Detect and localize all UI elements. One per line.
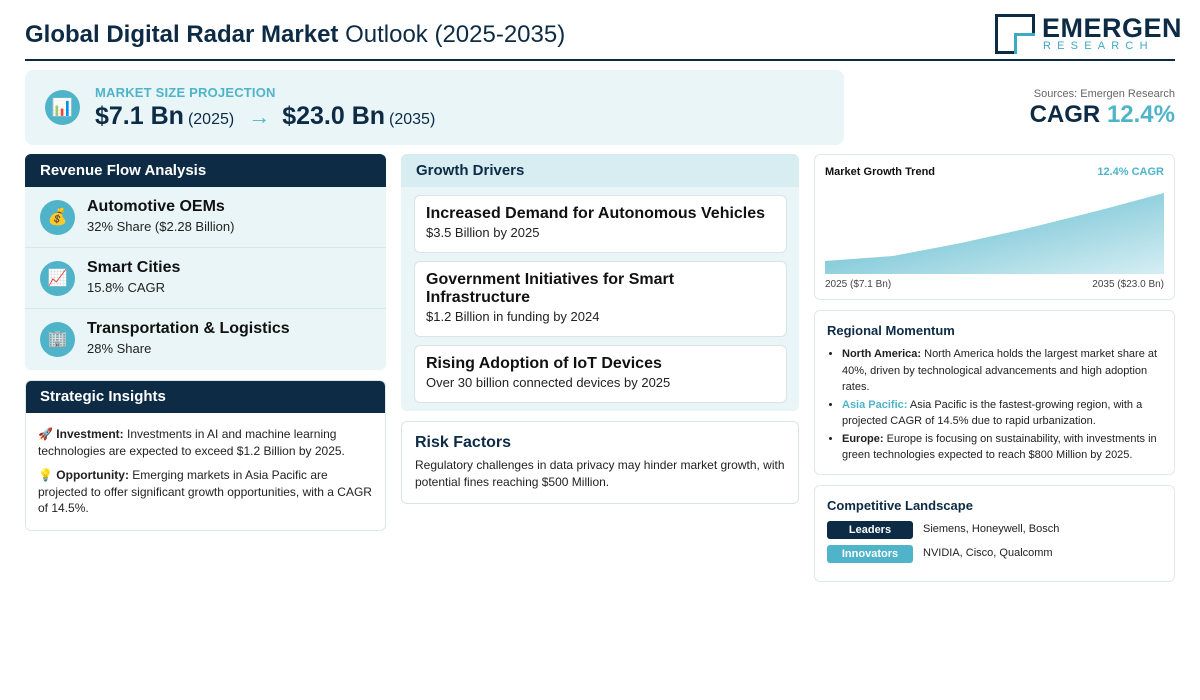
driver-smart-infrastructure: Government Initiatives for Smart Infrast…: [414, 261, 787, 337]
risk-factors-text: Regulatory challenges in data privacy ma…: [415, 458, 785, 489]
market-size-projection: 📊 MARKET SIZE PROJECTION $7.1 Bn (2025) → $…: [25, 70, 844, 145]
emergen-logo: EMERGEN RESEARCH: [995, 13, 1182, 56]
driver-detail: $1.2 Billion in funding by 2024: [426, 309, 600, 324]
region-text: Europe is focusing on sustainability, wi…: [842, 432, 1157, 462]
trend-chart-icon: 📈: [40, 261, 75, 296]
competitive-landscape-title: Competitive Landscape: [827, 498, 973, 513]
trend-start-label: 2025 ($7.1 Bn): [825, 279, 892, 290]
risk-factors-card: Risk Factors Regulatory challenges in da…: [401, 421, 799, 504]
revenue-item-automotive: 💰 Automotive OEMs 32% Share ($2.28 Billi…: [25, 187, 386, 248]
competitor-row-leaders: Leaders Siemens, Honeywell, Bosch: [827, 521, 1162, 539]
logo-wordmark: EMERGEN: [1042, 13, 1183, 43]
page-title-bold: Global Digital Radar Market: [25, 21, 339, 48]
region-asia-pacific: Asia Pacific: Asia Pacific is the fastes…: [842, 397, 1162, 430]
revenue-item-title: Transportation & Logistics: [87, 320, 290, 337]
logo-mark-icon: [995, 14, 1035, 54]
revenue-item-detail: 32% Share ($2.28 Billion): [87, 219, 235, 234]
right-arrow-icon: →: [248, 104, 271, 129]
revenue-item-smart-cities: 📈 Smart Cities 15.8% CAGR: [25, 248, 386, 309]
revenue-flow-card: Revenue Flow Analysis 💰 Automotive OEMs …: [25, 154, 386, 370]
rocket-icon: 🚀: [38, 427, 53, 441]
market-growth-trend-card: Market Growth Trend 12.4% CAGR 2025 ($7.…: [814, 154, 1175, 300]
competitor-names: NVIDIA, Cisco, Qualcomm: [923, 547, 1053, 559]
cagr-headline: CAGR 12.4%: [1030, 101, 1175, 129]
lightbulb-icon: 💡: [38, 468, 53, 482]
revenue-item-title: Automotive OEMs: [87, 198, 225, 215]
office-building-icon: 🏢: [40, 322, 75, 357]
region-name: North America:: [842, 348, 922, 360]
driver-detail: $3.5 Billion by 2025: [426, 225, 540, 240]
growth-drivers-title: Growth Drivers: [401, 154, 799, 187]
strategic-insights-card: Strategic Insights 🚀 Investment: Investm…: [25, 380, 386, 531]
cagr-summary: Sources: Emergen Research CAGR 12.4%: [1030, 88, 1175, 129]
driver-iot-devices: Rising Adoption of IoT Devices Over 30 b…: [414, 345, 787, 403]
driver-title: Government Initiatives for Smart Infrast…: [426, 271, 675, 306]
growth-drivers-card: Growth Drivers Increased Demand for Auto…: [401, 154, 799, 411]
logo-subtitle: RESEARCH: [1043, 40, 1154, 52]
source-note: Sources: Emergen Research: [1033, 88, 1175, 100]
projection-end-year: (2035): [389, 111, 436, 128]
trend-end-label: 2035 ($23.0 Bn): [1092, 279, 1164, 290]
growth-area: [825, 193, 1164, 274]
risk-factors-title: Risk Factors: [415, 434, 512, 451]
insight-text: Investments in AI and machine learning t…: [38, 427, 345, 458]
growth-area-chart: [825, 193, 1164, 274]
innovators-badge: Innovators: [827, 545, 913, 563]
region-europe: Europe: Europe is focusing on sustainabi…: [842, 431, 1162, 464]
regional-momentum-card: Regional Momentum North America: North A…: [814, 310, 1175, 475]
region-name: Asia Pacific:: [842, 398, 908, 411]
revenue-item-detail: 15.8% CAGR: [87, 280, 166, 295]
projection-label: MARKET SIZE PROJECTION: [95, 85, 276, 100]
insight-opportunity: 💡 Opportunity: Emerging markets in Asia …: [38, 467, 373, 517]
insight-investment: 🚀 Investment: Investments in AI and mach…: [38, 426, 373, 459]
strategic-insights-title: Strategic Insights: [26, 381, 385, 413]
insight-text: Emerging markets in Asia Pacific are pro…: [38, 468, 372, 515]
driver-autonomous-vehicles: Increased Demand for Autonomous Vehicles…: [414, 195, 787, 253]
cagr-label: CAGR: [1029, 101, 1101, 128]
strategic-insights-body: 🚀 Investment: Investments in AI and mach…: [26, 413, 385, 517]
revenue-item-transportation: 🏢 Transportation & Logistics 28% Share: [25, 309, 386, 370]
region-text: North America holds the largest market s…: [842, 348, 1158, 393]
regional-momentum-title: Regional Momentum: [827, 323, 955, 338]
page-title: Global Digital Radar Market Outlook (202…: [25, 21, 565, 49]
trend-cagr-label: 12.4% CAGR: [1097, 166, 1164, 178]
projection-start-year: (2025): [187, 111, 235, 128]
revenue-flow-title: Revenue Flow Analysis: [25, 154, 386, 187]
driver-detail: Over 30 billion connected devices by 202…: [426, 375, 671, 390]
region-name: Europe:: [842, 432, 884, 445]
trend-title: Market Growth Trend: [825, 166, 936, 178]
insight-label: Investment:: [56, 427, 124, 441]
page-header: Global Digital Radar Market Outlook (202…: [25, 12, 1182, 61]
competitor-row-innovators: Innovators NVIDIA, Cisco, Qualcomm: [827, 545, 1162, 563]
driver-title: Increased Demand for Autonomous Vehicles: [426, 205, 766, 222]
region-text: Asia Pacific is the fastest-growing regi…: [842, 398, 1143, 428]
revenue-item-detail: 28% Share: [87, 341, 152, 356]
page-title-light: Outlook (2025-2035): [345, 21, 566, 48]
driver-title: Rising Adoption of IoT Devices: [426, 355, 662, 372]
money-bag-icon: 💰: [40, 200, 75, 235]
projection-values: $7.1 Bn (2025) → $23.0 Bn (2035): [95, 102, 435, 131]
competitor-names: Siemens, Honeywell, Bosch: [923, 523, 1060, 535]
projection-end-value: $23.0 Bn: [282, 102, 386, 130]
cagr-value: 12.4%: [1106, 101, 1175, 128]
bar-chart-icon: 📊: [45, 90, 80, 125]
insight-label: Opportunity:: [56, 468, 129, 482]
revenue-item-title: Smart Cities: [87, 259, 181, 276]
regional-list: North America: North America holds the l…: [827, 346, 1162, 464]
leaders-badge: Leaders: [827, 521, 913, 539]
projection-start-value: $7.1 Bn: [95, 102, 184, 130]
region-north-america: North America: North America holds the l…: [842, 346, 1162, 396]
competitive-landscape-card: Competitive Landscape Leaders Siemens, H…: [814, 485, 1175, 582]
